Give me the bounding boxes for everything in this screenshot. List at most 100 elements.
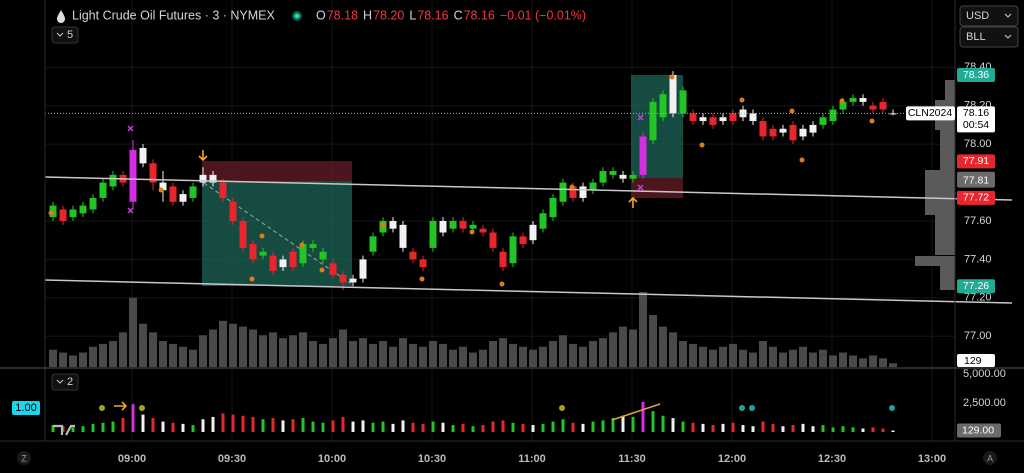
indicator-bar bbox=[441, 422, 445, 432]
candle-body bbox=[79, 205, 87, 214]
volume-bar bbox=[359, 338, 367, 367]
price-badge bbox=[957, 173, 995, 188]
volume-bar bbox=[69, 355, 77, 367]
y-tick-label: 78.00 bbox=[964, 138, 992, 150]
x-tick-label: 12:00 bbox=[718, 453, 746, 465]
volume-bar bbox=[49, 349, 57, 367]
candle-body bbox=[739, 109, 747, 118]
indicator-bar bbox=[751, 426, 755, 432]
dot bbox=[99, 405, 105, 411]
candle-body bbox=[329, 263, 337, 275]
volume-bar bbox=[179, 346, 187, 367]
ohlc-legend: O 78.18 H 78.20 L 78.16 C 78.16 −0.01 (−0.01%) bbox=[316, 8, 586, 22]
volume-bar bbox=[799, 346, 807, 367]
volume-bar bbox=[689, 343, 697, 367]
volume-bar bbox=[329, 338, 337, 367]
indicator-bar bbox=[881, 428, 885, 432]
indicator-bar bbox=[401, 420, 405, 432]
marker-dot bbox=[569, 184, 575, 190]
volume-bar bbox=[399, 338, 407, 367]
indicator-bar bbox=[461, 423, 465, 432]
volume-layer bbox=[49, 292, 897, 432]
unit-select[interactable] bbox=[959, 26, 1019, 48]
candle-body bbox=[829, 109, 837, 122]
candle-body bbox=[779, 128, 787, 133]
arrow-right bbox=[114, 401, 128, 411]
volume-bar bbox=[349, 341, 357, 367]
pane-toggle[interactable] bbox=[51, 26, 79, 44]
candle-body bbox=[809, 124, 817, 133]
candle-body bbox=[679, 90, 687, 114]
indicator-bar bbox=[741, 425, 745, 432]
volume-bar bbox=[849, 355, 857, 367]
indicator-bar bbox=[391, 423, 395, 432]
zoom-button[interactable] bbox=[17, 451, 31, 465]
x-marker bbox=[127, 114, 644, 214]
volume-bar bbox=[189, 349, 197, 367]
volume-bar bbox=[139, 323, 147, 367]
volume-bar bbox=[99, 343, 107, 367]
volume-bar bbox=[599, 338, 607, 367]
chevron bbox=[1004, 13, 1012, 18]
x-tick-label: 09:30 bbox=[218, 453, 246, 465]
volume-bar bbox=[59, 352, 67, 367]
indicator-bar bbox=[431, 421, 435, 432]
markers bbox=[48, 74, 875, 287]
indicator-tick-label: 2,500.00 bbox=[963, 397, 1006, 409]
candle-body bbox=[49, 205, 57, 218]
candle-body bbox=[669, 74, 677, 114]
auto-button[interactable] bbox=[983, 451, 997, 465]
legend-key: O bbox=[316, 8, 326, 22]
indicator-bar bbox=[851, 427, 855, 432]
indicator-bar bbox=[211, 416, 215, 432]
candle-body bbox=[709, 117, 717, 125]
volume-bar bbox=[499, 338, 507, 367]
candle-body bbox=[219, 182, 227, 198]
indicator-bar bbox=[381, 421, 385, 432]
x-tick-label: 12:30 bbox=[818, 453, 846, 465]
x-tick-label: 10:00 bbox=[318, 453, 346, 465]
volume-bar bbox=[759, 341, 767, 367]
indicator-bar bbox=[861, 428, 865, 432]
marker-dot bbox=[669, 74, 675, 80]
indicator-bar bbox=[771, 423, 775, 432]
indicator-bar bbox=[611, 418, 615, 432]
indicator-bar bbox=[91, 423, 95, 432]
unit: BLL bbox=[966, 31, 986, 43]
trend-line bbox=[44, 279, 1013, 304]
indicator-bar bbox=[711, 425, 715, 432]
volume-bar bbox=[239, 326, 247, 367]
volume-bar bbox=[369, 343, 377, 367]
candle-body bbox=[659, 94, 667, 118]
candle-body bbox=[299, 244, 307, 264]
volume-bar bbox=[569, 343, 577, 367]
volume-bar bbox=[639, 292, 647, 367]
candle-body bbox=[519, 236, 527, 245]
indicator-bar bbox=[831, 427, 835, 432]
currency-select[interactable] bbox=[959, 5, 1019, 27]
candle-body bbox=[89, 197, 97, 210]
candle-body bbox=[409, 251, 417, 260]
price-badge bbox=[957, 190, 995, 205]
indicator-bar bbox=[181, 423, 185, 432]
volume-bar bbox=[79, 352, 87, 367]
indicator-bar bbox=[671, 418, 675, 432]
legend-key: C bbox=[454, 8, 463, 22]
indicator-line bbox=[611, 403, 661, 421]
volume-bar bbox=[779, 352, 787, 367]
indicator-bar bbox=[581, 423, 585, 432]
dot bbox=[559, 405, 565, 411]
indicator-bar bbox=[451, 425, 455, 432]
volume-bar bbox=[219, 320, 227, 367]
indicator-bar bbox=[661, 415, 665, 432]
marker-dot bbox=[699, 142, 705, 148]
volume-bar bbox=[609, 332, 617, 367]
volume-bar bbox=[169, 343, 177, 367]
zoom-label: Z bbox=[21, 453, 27, 463]
candle-body bbox=[159, 182, 167, 191]
candle-body bbox=[569, 186, 577, 198]
volume-bar bbox=[269, 332, 277, 367]
candle-body bbox=[149, 163, 157, 183]
pane-toggle[interactable] bbox=[51, 373, 79, 391]
x-tick-label: 11:30 bbox=[618, 453, 646, 465]
